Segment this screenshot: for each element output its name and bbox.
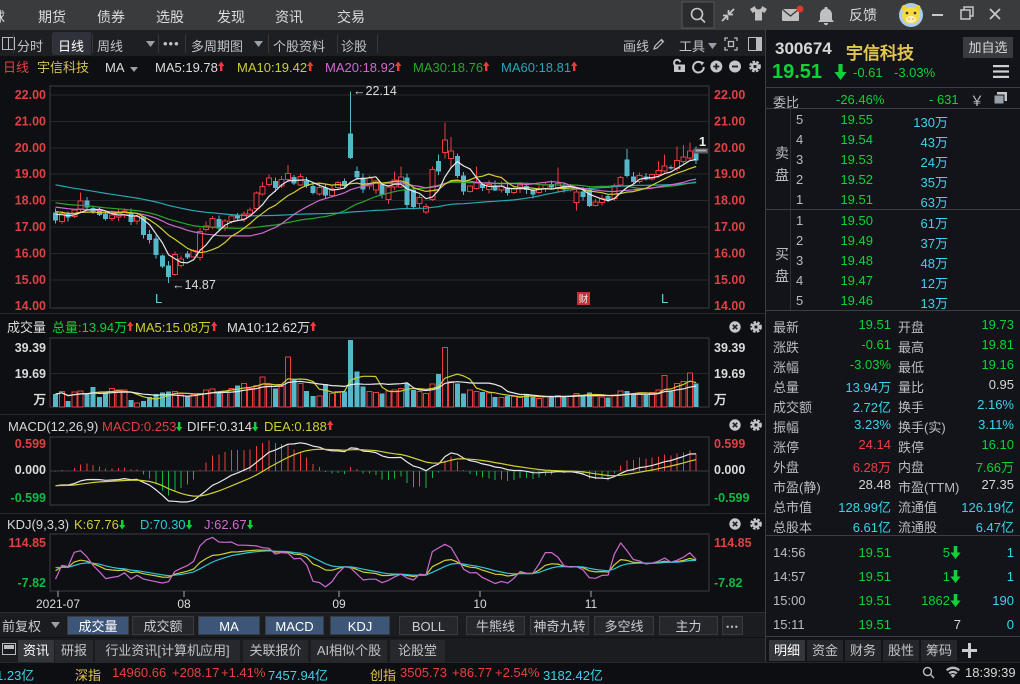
svg-text:14.00: 14.00	[15, 299, 46, 313]
svg-text:0.599: 0.599	[15, 437, 46, 451]
svg-text:19.69: 19.69	[714, 367, 745, 381]
svg-text:0.000: 0.000	[15, 463, 46, 477]
svg-text:MA30:18.76: MA30:18.76	[413, 60, 483, 75]
svg-text:MA10:12.62万: MA10:12.62万	[227, 320, 310, 335]
svg-text:114.85: 114.85	[714, 536, 752, 550]
svg-text:KDJ(9,3,3): KDJ(9,3,3)	[7, 517, 69, 532]
svg-text:16.00: 16.00	[15, 246, 46, 260]
svg-text:←14.87: ←14.87	[172, 278, 216, 292]
svg-text:←22.14: ←22.14	[353, 84, 397, 98]
svg-text:21.00: 21.00	[714, 114, 745, 128]
svg-text:MA60:18.81: MA60:18.81	[501, 60, 571, 75]
svg-text:15.00: 15.00	[15, 273, 46, 287]
svg-text:21.00: 21.00	[15, 114, 46, 128]
svg-text:-0.599: -0.599	[714, 491, 749, 505]
svg-text:19.00: 19.00	[714, 167, 745, 181]
svg-text:MA: MA	[105, 60, 125, 75]
svg-text:11: 11	[585, 597, 598, 611]
svg-text:D:70.30: D:70.30	[140, 517, 186, 532]
svg-text:08: 08	[177, 597, 191, 611]
svg-text:MA5:15.08万: MA5:15.08万	[135, 320, 211, 335]
svg-text:114.85: 114.85	[8, 536, 46, 550]
svg-text:-7.82: -7.82	[714, 576, 743, 590]
svg-text:2021-07: 2021-07	[36, 597, 80, 611]
svg-text:总量:13.94万: 总量:13.94万	[52, 320, 127, 335]
svg-text:-0.599: -0.599	[11, 491, 46, 505]
svg-text:19.69: 19.69	[15, 367, 46, 381]
svg-text:MA5:19.78: MA5:19.78	[155, 60, 218, 75]
svg-text:K:67.76: K:67.76	[74, 517, 119, 532]
svg-text:MACD:0.253: MACD:0.253	[102, 419, 176, 434]
svg-text:反馈: 反馈	[849, 7, 877, 23]
svg-text:DIFF:0.314: DIFF:0.314	[187, 419, 252, 434]
svg-text:MA10:19.42: MA10:19.42	[237, 60, 307, 75]
svg-text:10: 10	[473, 597, 487, 611]
svg-text:39.39: 39.39	[714, 341, 745, 355]
svg-text:MA20:18.92: MA20:18.92	[325, 60, 395, 75]
svg-text:14.00: 14.00	[714, 299, 745, 313]
svg-text:09: 09	[332, 597, 346, 611]
svg-text:万: 万	[713, 393, 727, 407]
svg-text:财: 财	[579, 294, 589, 306]
svg-text:日线: 日线	[3, 60, 29, 75]
svg-text:万: 万	[32, 393, 46, 407]
svg-text:宇信科技: 宇信科技	[37, 60, 89, 75]
svg-text:0.599: 0.599	[714, 437, 745, 451]
svg-text:18.00: 18.00	[714, 194, 745, 208]
svg-text:39.39: 39.39	[15, 341, 46, 355]
svg-text:19.00: 19.00	[15, 167, 46, 181]
svg-text:22.00: 22.00	[15, 88, 46, 102]
svg-text:成交量: 成交量	[7, 320, 46, 335]
svg-text:17.00: 17.00	[15, 220, 46, 234]
svg-text:L: L	[155, 291, 162, 306]
svg-text:-7.82: -7.82	[18, 576, 47, 590]
svg-text:18.00: 18.00	[15, 194, 46, 208]
svg-text:20.00: 20.00	[714, 141, 745, 155]
svg-text:0.000: 0.000	[714, 463, 745, 477]
svg-text:L: L	[661, 291, 668, 306]
svg-text:DEA:0.188: DEA:0.188	[264, 419, 327, 434]
svg-text:15.00: 15.00	[714, 273, 745, 287]
svg-text:22.00: 22.00	[714, 88, 745, 102]
svg-text:16.00: 16.00	[714, 246, 745, 260]
svg-text:MACD(12,26,9): MACD(12,26,9)	[8, 419, 98, 434]
svg-text:1: 1	[699, 134, 706, 149]
svg-text:17.00: 17.00	[714, 220, 745, 234]
svg-text:J:62.67: J:62.67	[204, 517, 247, 532]
svg-text:20.00: 20.00	[15, 141, 46, 155]
